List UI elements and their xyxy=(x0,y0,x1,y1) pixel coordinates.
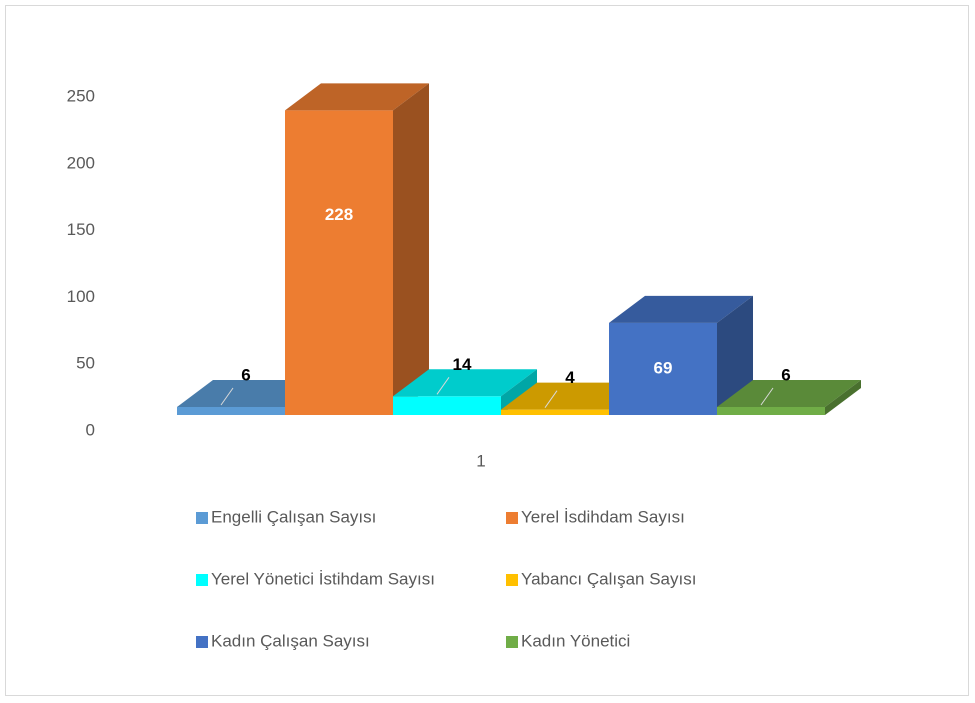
y-tick-label: 0 xyxy=(86,420,95,439)
bar xyxy=(501,409,609,415)
legend-label: Kadın Yönetici xyxy=(521,631,630,650)
y-tick-label: 50 xyxy=(76,354,95,373)
leader-line xyxy=(760,387,774,406)
x-tick-label: 1 xyxy=(476,451,485,470)
bar xyxy=(717,406,825,415)
data-label: 14 xyxy=(453,355,472,374)
data-label: 6 xyxy=(781,365,790,384)
data-label: 69 xyxy=(654,358,673,377)
bar xyxy=(393,396,501,415)
legend-label: Yabancı Çalışan Sayısı xyxy=(521,569,696,588)
bar-side xyxy=(393,83,429,415)
y-tick-label: 100 xyxy=(67,287,95,306)
bar-top xyxy=(717,379,861,407)
chart-border xyxy=(5,5,969,696)
legend-label: Kadın Çalışan Sayısı xyxy=(211,631,370,650)
data-label: 228 xyxy=(325,205,353,224)
bar xyxy=(609,322,717,415)
y-tick-label: 200 xyxy=(67,153,95,172)
bar-side xyxy=(825,379,861,415)
leader-line xyxy=(220,387,234,406)
leader-line xyxy=(544,390,558,408)
legend-swatch xyxy=(506,512,518,524)
legend-swatch xyxy=(196,636,208,648)
legend-label: Yerel Yönetici İstihdam Sayısı xyxy=(211,569,435,588)
bar-top xyxy=(285,83,429,111)
legend-swatch xyxy=(506,574,518,586)
data-label: 4 xyxy=(565,368,575,387)
legend-swatch xyxy=(196,574,208,586)
bar xyxy=(285,110,393,415)
bar xyxy=(177,406,285,415)
legend-label: Engelli Çalışan Sayısı xyxy=(211,507,376,526)
bar-side xyxy=(717,295,753,415)
legend-label: Yerel İsdihdam Sayısı xyxy=(521,507,685,526)
bar-top xyxy=(609,295,753,323)
data-label: 6 xyxy=(241,365,250,384)
bar-top xyxy=(393,369,537,397)
legend-swatch xyxy=(506,636,518,648)
y-tick-label: 250 xyxy=(67,86,95,105)
leader-line xyxy=(436,377,450,395)
y-tick-label: 150 xyxy=(67,220,95,239)
legend-swatch xyxy=(196,512,208,524)
